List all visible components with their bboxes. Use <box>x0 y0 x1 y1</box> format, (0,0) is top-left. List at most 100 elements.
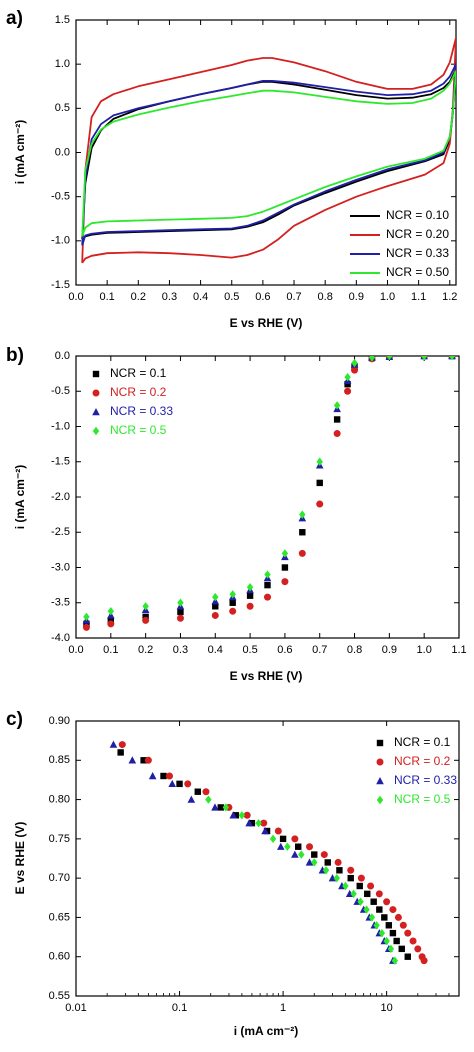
series-layer <box>82 356 456 631</box>
panel-letter: c) <box>6 709 23 730</box>
y-tick-label: 0.65 <box>49 911 70 923</box>
x-tick-label: 1 <box>280 1002 286 1014</box>
data-point-series-2 <box>109 740 118 748</box>
x-tick-label: 0.9 <box>349 291 364 303</box>
data-point-series-0 <box>364 890 371 898</box>
cv-curve-series-1 <box>81 36 456 264</box>
data-point-series-1 <box>306 843 314 851</box>
data-point-series-1 <box>202 788 210 796</box>
legend-marker-3 <box>92 426 100 436</box>
data-point-series-1 <box>281 578 289 586</box>
data-point-series-2 <box>211 803 219 811</box>
panel-a-cv-chart: a) 0.0 0.1 0.2 0.3 0.4 0.5 0.6 0.7 0.8 0.9 1.0 1.1 1.… <box>6 8 457 330</box>
y-tick-label: 1.0 <box>55 58 70 70</box>
x-tick-label: 0.9 <box>382 644 397 656</box>
data-point-series-0 <box>356 882 363 890</box>
y-tick-label: 0.80 <box>49 793 70 805</box>
data-point-series-3 <box>378 928 386 938</box>
x-tick-label: 0.01 <box>65 1002 86 1014</box>
x-tick-label: 0.8 <box>347 644 362 656</box>
data-point-series-0 <box>381 914 388 921</box>
data-point-series-3 <box>255 818 262 828</box>
data-point-series-1 <box>166 772 174 780</box>
y-tick-label: -3.5 <box>51 597 70 609</box>
x-tick-label: 0.0 <box>68 644 83 656</box>
data-point-series-0 <box>212 603 219 610</box>
data-point-series-1 <box>118 741 126 749</box>
y-tick-label: -1.0 <box>51 235 70 247</box>
data-point-series-3 <box>316 457 323 466</box>
legend-marker-1 <box>92 389 100 397</box>
data-point-series-1 <box>243 811 251 819</box>
data-point-series-0 <box>281 564 289 571</box>
data-point-series-0 <box>217 804 224 811</box>
data-point-series-0 <box>177 608 184 616</box>
y-tick-label: 0.85 <box>49 754 70 766</box>
data-point-series-1 <box>260 819 268 827</box>
data-point-series-1 <box>334 858 342 866</box>
data-point-series-1 <box>316 500 324 508</box>
x-axis-title: E vs RHE (V) <box>230 669 303 683</box>
data-point-series-0 <box>295 843 302 850</box>
y-tick-label: 0.75 <box>49 833 70 845</box>
data-point-series-3 <box>373 921 380 930</box>
data-point-series-2 <box>276 842 285 850</box>
x-tick-label: 0.7 <box>312 644 327 656</box>
x-tick-label: 0.2 <box>138 644 153 656</box>
y-tick-label: 0.60 <box>49 951 70 963</box>
x-tick-label: 1.2 <box>442 291 457 303</box>
data-point-series-3 <box>350 889 357 899</box>
x-tick-label: 0.4 <box>208 644 223 656</box>
data-point-series-3 <box>387 944 395 954</box>
legend-marker-2 <box>92 408 100 416</box>
data-point-series-3 <box>281 549 289 558</box>
data-point-series-0 <box>393 937 400 945</box>
legend-marker-1 <box>376 758 384 766</box>
data-point-series-3 <box>284 842 291 851</box>
data-point-series-0 <box>316 479 323 487</box>
x-tick-label: 1.0 <box>380 291 395 303</box>
plot-frame <box>75 720 460 997</box>
data-point-series-0 <box>370 898 377 905</box>
data-point-series-3 <box>238 811 246 820</box>
data-point-series-0 <box>324 859 331 866</box>
legend-marker-3 <box>376 795 384 805</box>
data-point-series-0 <box>140 757 147 764</box>
legend-label-2: NCR = 0.33 <box>394 773 457 787</box>
x-tick-label: 0.1 <box>172 1002 187 1014</box>
y-tick-label: 0.0 <box>55 350 70 362</box>
y-tick-label: 0.55 <box>49 990 70 1002</box>
x-tick-label: 0.0 <box>68 291 83 303</box>
data-point-series-0 <box>333 416 341 423</box>
x-tick-label: 0.4 <box>193 291 208 303</box>
x-tick-label: 10 <box>381 1002 393 1014</box>
y-tick-label: -0.5 <box>51 385 70 397</box>
data-point-series-0 <box>279 835 287 843</box>
data-point-series-1 <box>184 780 192 788</box>
data-point-series-2 <box>229 811 238 819</box>
x-tick-label: 0.6 <box>277 644 292 656</box>
legend-marker-0 <box>92 370 100 378</box>
panel-c-tafel-chart: c) 0.01 0.1 1 10 0.55 0.60 0.65 0.70 0.75 0.80 0.85… <box>6 709 460 1038</box>
y-tick-label: -1.5 <box>51 279 70 291</box>
legend-label-3: NCR = 0.5 <box>394 792 451 806</box>
data-point-series-0 <box>229 599 236 606</box>
legend-label-1: NCR = 0.2 <box>110 385 167 399</box>
data-point-series-1 <box>274 827 282 835</box>
data-point-series-1 <box>320 851 328 859</box>
data-point-series-0 <box>160 772 167 780</box>
data-point-series-0 <box>83 620 90 628</box>
data-point-series-3 <box>205 795 212 804</box>
x-tick-label: 0.3 <box>173 644 188 656</box>
data-point-series-3 <box>333 401 341 410</box>
data-point-series-0 <box>232 812 240 819</box>
x-tick-label: 0.5 <box>224 291 239 303</box>
data-point-series-3 <box>212 592 219 602</box>
y-tick-label: 1.5 <box>55 14 70 26</box>
y-tick-label: 0.90 <box>49 715 70 727</box>
data-point-series-1 <box>420 957 428 965</box>
data-point-series-2 <box>291 850 299 858</box>
data-point-series-3 <box>344 372 351 382</box>
data-point-series-1 <box>246 602 254 610</box>
